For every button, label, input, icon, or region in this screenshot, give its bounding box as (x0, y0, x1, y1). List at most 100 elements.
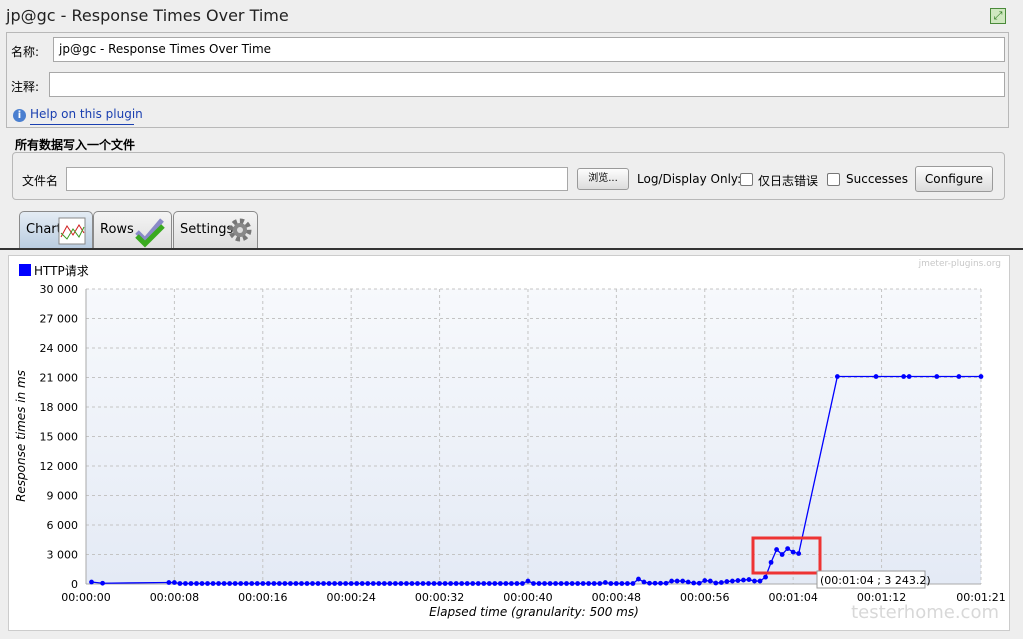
help-underline (30, 124, 134, 125)
data-point (901, 374, 907, 379)
data-point (227, 581, 233, 586)
data-point (315, 581, 321, 586)
data-point (580, 581, 586, 586)
data-point (652, 580, 658, 586)
data-point (741, 577, 746, 583)
data-point (729, 578, 735, 584)
y-tick-label: 18 000 (40, 401, 79, 414)
data-point (337, 581, 343, 586)
data-point (420, 581, 426, 586)
data-point (260, 581, 266, 586)
window-title: jp@gc - Response Times Over Time (6, 6, 289, 25)
data-point (398, 581, 404, 586)
line-chart-icon (58, 217, 86, 245)
data-point (536, 581, 542, 586)
tab-chart-label: Chart (26, 222, 62, 237)
site-watermark: testerhome.com (851, 602, 999, 623)
data-point (763, 574, 768, 580)
data-point (680, 578, 686, 584)
help-link-text[interactable]: Help on this plugin (30, 107, 143, 121)
data-point (210, 581, 216, 586)
data-point (658, 580, 663, 586)
data-point (470, 581, 476, 586)
data-point (774, 547, 779, 552)
y-tick-label: 30 000 (40, 283, 79, 296)
data-point (790, 549, 796, 555)
data-point (249, 581, 255, 586)
tab-rows-label: Rows (100, 222, 134, 237)
data-point (282, 581, 288, 586)
tooltip-text: (00:01:04 ; 3 243.2) (820, 574, 931, 587)
x-tick-label: 00:01:21 (956, 591, 1005, 604)
maximize-icon[interactable]: ⤢ (990, 8, 1006, 24)
data-point (304, 581, 310, 586)
x-axis-label: Elapsed time (granularity: 500 ms) (429, 605, 639, 619)
data-point (437, 581, 442, 586)
data-point (707, 578, 713, 584)
data-point (453, 581, 459, 586)
data-point (746, 577, 752, 582)
data-point (569, 581, 575, 586)
data-point (553, 581, 558, 586)
configure-button[interactable]: Configure (915, 166, 993, 192)
data-point (834, 374, 840, 379)
data-point (216, 581, 221, 586)
data-point (310, 581, 315, 586)
errors-only-label: 仅日志错误 (758, 174, 819, 188)
data-point (625, 581, 630, 586)
watermark: jmeter-plugins.org (918, 259, 1001, 269)
tab-divider (0, 248, 1023, 250)
data-point (696, 580, 702, 586)
data-point (276, 581, 282, 586)
data-point (365, 581, 371, 586)
data-point (481, 581, 487, 586)
tab-chart[interactable]: Chart (19, 211, 93, 249)
data-point (183, 581, 188, 586)
x-tick-label: 00:00:32 (415, 591, 464, 604)
data-point (906, 374, 912, 379)
data-point (238, 581, 244, 586)
data-point (978, 374, 984, 379)
y-tick-label: 9 000 (47, 490, 79, 503)
data-point (575, 581, 581, 586)
comment-input[interactable] (49, 72, 1005, 97)
data-point (735, 578, 741, 583)
filename-label: 文件名 (22, 174, 59, 188)
data-point (647, 580, 652, 586)
successes-checkbox[interactable] (827, 173, 840, 186)
name-input[interactable]: jp@gc - Response Times Over Time (53, 37, 1005, 62)
data-point (459, 581, 465, 586)
help-link[interactable]: i Help on this plugin (13, 107, 143, 122)
data-point (514, 581, 520, 586)
x-tick-label: 00:00:40 (503, 591, 552, 604)
tooltip-box (816, 570, 926, 589)
data-point (381, 581, 387, 586)
info-icon: i (13, 109, 26, 122)
tab-rows[interactable]: Rows (93, 211, 172, 249)
data-point (547, 581, 553, 586)
tab-settings[interactable]: Settings (173, 211, 258, 249)
browse-button[interactable]: 浏览... (577, 168, 629, 190)
data-point (619, 581, 625, 586)
legend-swatch (19, 264, 31, 276)
filename-input[interactable] (66, 167, 568, 191)
data-point (199, 581, 205, 586)
y-tick-label: 12 000 (40, 460, 79, 473)
data-point (768, 559, 774, 565)
x-tick-label: 00:00:16 (238, 591, 287, 604)
data-point (431, 581, 437, 586)
data-point (542, 581, 547, 586)
errors-only-checkbox[interactable] (740, 173, 753, 186)
comment-label: 注释: (11, 80, 40, 94)
data-point (232, 581, 238, 586)
data-point (354, 581, 360, 586)
data-point (415, 581, 420, 586)
data-point (685, 579, 691, 585)
y-tick-label: 27 000 (40, 313, 79, 326)
data-point (591, 581, 597, 586)
file-group-title: 所有数据写入一个文件 (15, 138, 136, 152)
data-point (636, 576, 641, 582)
x-tick-label: 00:00:00 (61, 591, 110, 604)
data-point (597, 581, 603, 586)
data-point (100, 580, 105, 586)
